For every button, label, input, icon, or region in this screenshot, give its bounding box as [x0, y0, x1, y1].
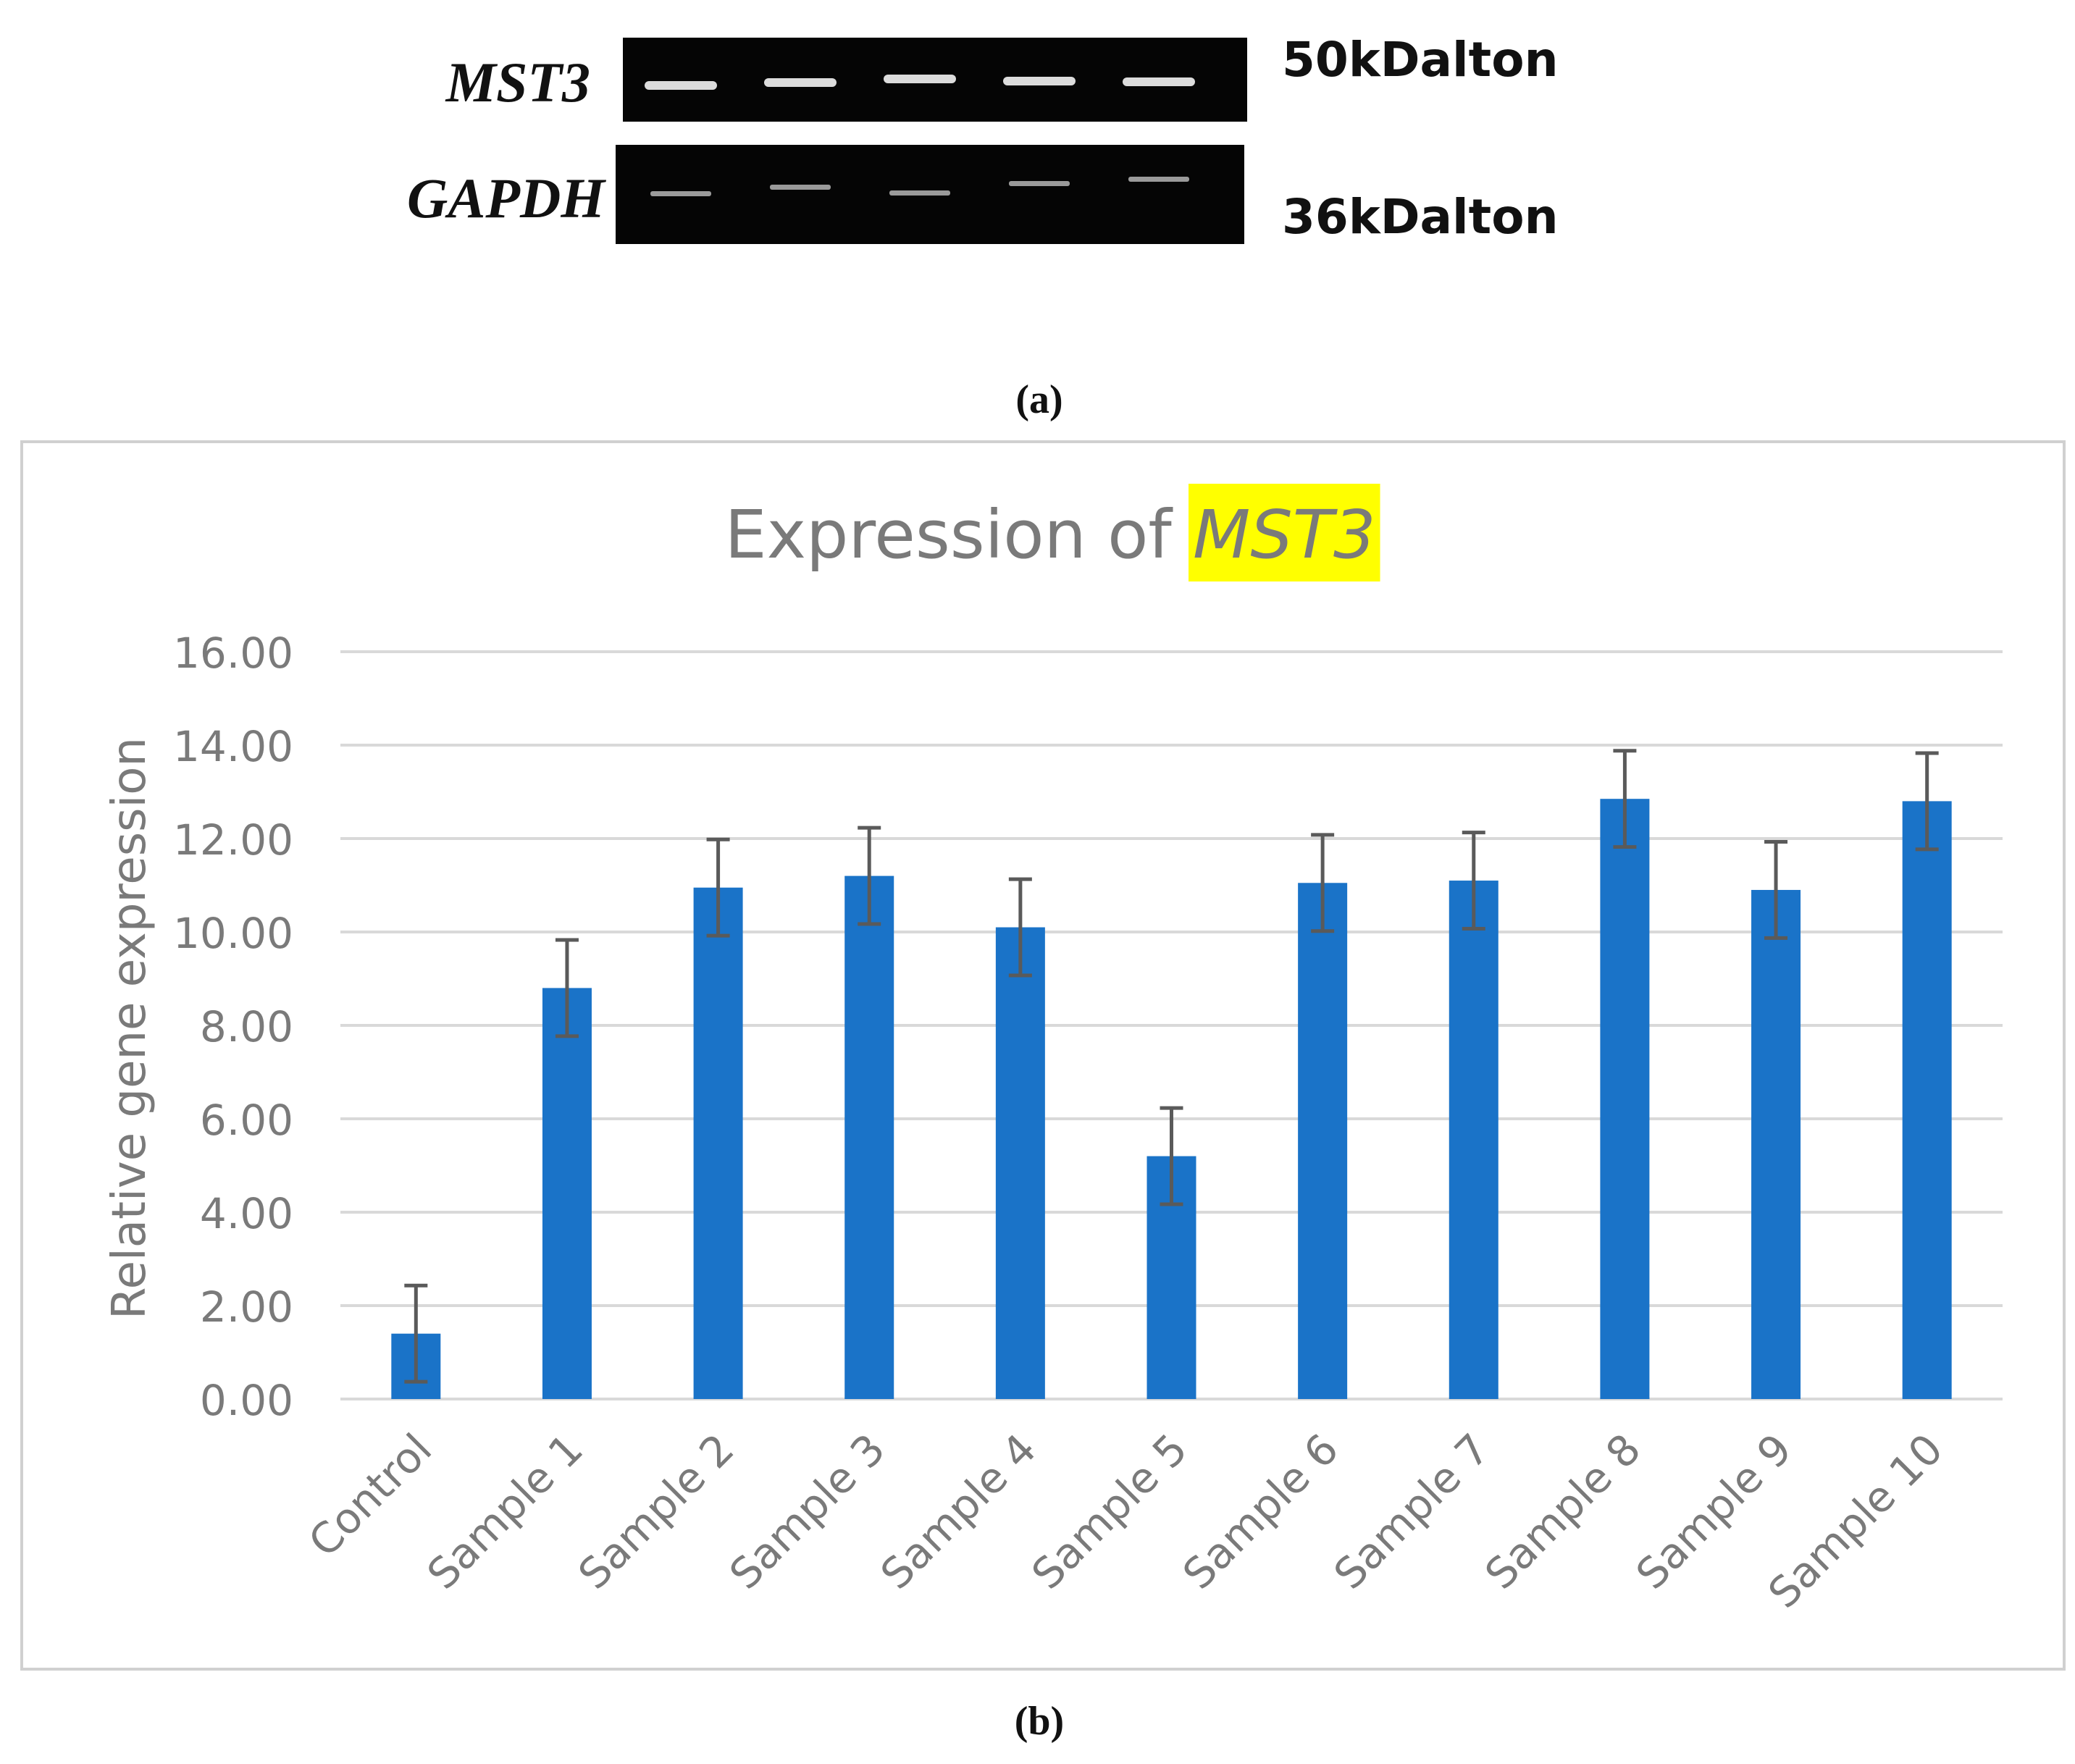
y-tick-label: 14.00: [173, 722, 293, 771]
y-axis-label: Relative gene expression: [103, 737, 156, 1319]
chart-title-prefix: Expression of: [724, 496, 1193, 574]
error-bar: [404, 1283, 428, 1384]
chart-title-gene: MST3: [1193, 496, 1376, 574]
gapdh-bands: [650, 177, 1189, 196]
error-bars: [404, 749, 1939, 1384]
error-bar: [1613, 749, 1637, 849]
bar: [693, 887, 743, 1399]
error-bar: [1008, 877, 1032, 978]
bar: [1751, 889, 1801, 1399]
error-bar: [1462, 831, 1485, 931]
panel-b-label: (b): [1015, 1699, 1064, 1744]
blot-label-mst3: MST3: [445, 51, 590, 114]
error-bar: [1311, 833, 1335, 933]
error-bar: [1764, 840, 1788, 940]
error-bar: [706, 837, 730, 938]
y-tick-label: 0.00: [200, 1376, 293, 1425]
bar: [1902, 801, 1952, 1399]
chart-title: Expression of MST3: [724, 496, 1375, 574]
error-bar: [555, 938, 579, 1038]
y-tick-label: 12.00: [173, 815, 293, 865]
mst3-band: [1003, 77, 1076, 85]
y-tick-label: 8.00: [200, 1002, 293, 1051]
mst3-band: [884, 75, 956, 83]
gapdh-band: [1128, 177, 1189, 182]
blot-label-gapdh: GAPDH: [407, 167, 606, 230]
gapdh-band: [770, 185, 831, 190]
western-blot: MST3 50kDalton GAPDH 36kDalton: [407, 32, 1559, 245]
y-axis-tick-labels: 0.00 2.00 4.00 6.00 8.00 10.00 12.00 14.00 16.00: [173, 629, 293, 1425]
error-bar: [858, 826, 881, 926]
y-tick-label: 16.00: [173, 629, 293, 678]
error-bar: [1160, 1106, 1183, 1206]
mst3-band: [1123, 77, 1195, 86]
blot-weight-gapdh: 36kDalton: [1282, 189, 1559, 245]
bars: [391, 799, 1952, 1399]
bar: [1449, 881, 1498, 1399]
gapdh-band: [1009, 181, 1070, 186]
bar: [1298, 883, 1348, 1399]
y-tick-label: 2.00: [200, 1282, 293, 1332]
mst3-bands: [645, 75, 1195, 90]
mst3-band: [764, 78, 837, 87]
title-gene-highlight: [1189, 484, 1380, 581]
bar: [995, 927, 1045, 1399]
y-tick-label: 10.00: [173, 909, 293, 958]
mst3-band: [645, 81, 717, 90]
gapdh-band: [650, 191, 711, 196]
y-tick-label: 4.00: [200, 1189, 293, 1238]
panel-a-label: (a): [1015, 377, 1062, 422]
bar: [844, 875, 894, 1399]
blot-weight-mst3: 50kDalton: [1282, 32, 1559, 88]
bar: [1600, 799, 1650, 1399]
bar: [542, 988, 592, 1399]
gapdh-band: [889, 190, 950, 196]
error-bar: [1915, 751, 1939, 852]
y-tick-label: 6.00: [200, 1096, 293, 1145]
